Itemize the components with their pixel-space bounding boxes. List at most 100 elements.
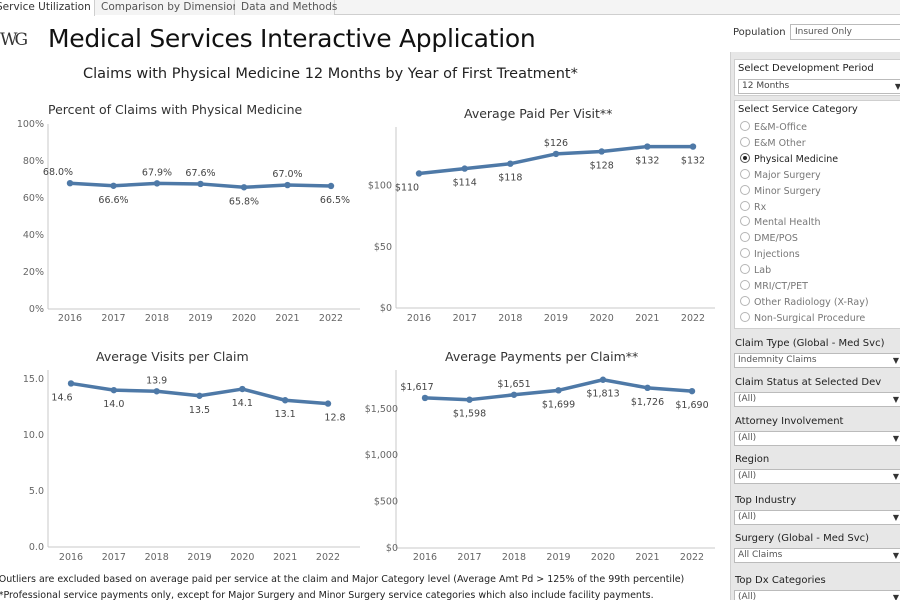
chart2-data-label: 13.9 bbox=[146, 375, 167, 386]
chart1-data-point bbox=[461, 165, 468, 172]
dev-period-label: Select Development Period bbox=[738, 63, 874, 74]
radio-option-other-radiology-x-ray[interactable]: Other Radiology (X-Ray) bbox=[740, 295, 869, 312]
chart3-data-label: $1,617 bbox=[400, 382, 433, 393]
radio-option-minor-surgery[interactable]: Minor Surgery bbox=[740, 184, 821, 201]
chart2-ytick-label: 15.0 bbox=[23, 374, 44, 385]
radio-option-dme-pos[interactable]: DME/POS bbox=[740, 232, 798, 248]
radio-label: Mental Health bbox=[754, 217, 821, 229]
chart2-xtick-label: 2018 bbox=[145, 552, 169, 563]
filter-dropdown-top-industry[interactable]: (All) ▼ bbox=[734, 510, 900, 525]
radio-option-physical-medicine[interactable]: Physical Medicine bbox=[740, 152, 839, 169]
chart1-data-point bbox=[598, 148, 605, 155]
chart0-data-point bbox=[197, 180, 204, 188]
chart2-data-point bbox=[153, 388, 160, 395]
chart2-data-point bbox=[239, 385, 246, 393]
filter-dropdown-claim-type-global-med-svc[interactable]: Indemnity Claims ▼ bbox=[734, 353, 900, 368]
chart3-data-label: $1,813 bbox=[586, 389, 619, 400]
chart0-data-label: 67.0% bbox=[272, 169, 302, 180]
chart0-ytick-label: 100% bbox=[17, 119, 44, 130]
radio-label: Other Radiology (X-Ray) bbox=[754, 296, 869, 308]
filter-label-surgery-global-med-svc: Surgery (Global - Med Svc) bbox=[735, 533, 870, 544]
chart1-data-label: $128 bbox=[590, 160, 614, 171]
radio-option-mri-ct-pet[interactable]: MRI/CT/PET bbox=[740, 280, 808, 296]
radio-label: E&M Other bbox=[754, 137, 806, 149]
filter-value: Indemnity Claims bbox=[738, 355, 817, 365]
chart0-data-point bbox=[284, 181, 291, 189]
chart2-xtick-label: 2019 bbox=[187, 552, 211, 563]
chart0-data-label: 65.8% bbox=[229, 196, 259, 207]
filter-label-attorney-involvement: Attorney Involvement bbox=[735, 416, 844, 427]
radio-option-lab[interactable]: Lab bbox=[740, 264, 771, 280]
radio-label: Non-Surgical Procedure bbox=[754, 312, 866, 324]
tab-data-and-methods[interactable]: Data and Methods bbox=[235, 0, 337, 15]
radio-label: Rx bbox=[754, 201, 767, 213]
chart2-data-point bbox=[196, 392, 203, 399]
chart3-xtick-label: 2017 bbox=[457, 552, 481, 563]
chart3-ytick-label: $1,500 bbox=[365, 404, 398, 415]
filter-dropdown-claim-status-at-selected-dev[interactable]: (All) ▼ bbox=[734, 392, 900, 407]
chart2-data-point bbox=[110, 386, 118, 394]
radio-option-major-surgery[interactable]: Major Surgery bbox=[740, 168, 821, 185]
chart2-xtick-label: 2022 bbox=[316, 552, 340, 563]
radio-option-mental-health[interactable]: Mental Health bbox=[740, 216, 820, 232]
chevron-down-icon: ▼ bbox=[892, 472, 899, 481]
chart3-xtick-label: 2018 bbox=[502, 552, 526, 563]
radio-option-injections[interactable]: Injections bbox=[740, 248, 800, 264]
filter-label-top-dx-categories: Top Dx Categories bbox=[735, 575, 826, 586]
radio-label: Physical Medicine bbox=[754, 153, 839, 165]
filter-dropdown-attorney-involvement[interactable]: (All) ▼ bbox=[734, 431, 900, 446]
chart1-ytick-label: $100 bbox=[368, 181, 392, 192]
chart1-data-label: $132 bbox=[681, 156, 705, 167]
filter-dropdown-region[interactable]: (All) ▼ bbox=[734, 469, 900, 484]
chevron-down-icon: ▼ bbox=[894, 82, 900, 91]
filter-dropdown-top-dx-categories[interactable]: (All) ▼ bbox=[734, 590, 900, 600]
chart3-data-label: $1,651 bbox=[497, 379, 530, 390]
radio-option-rx[interactable]: Rx bbox=[740, 200, 767, 217]
chart3-ytick-label: $0 bbox=[386, 543, 398, 554]
chart3-data-point bbox=[510, 391, 518, 398]
chevron-down-icon: ▼ bbox=[892, 356, 899, 365]
chart0-data-point bbox=[327, 182, 335, 190]
chart3-data-point bbox=[555, 387, 562, 394]
chart1-data-label: $126 bbox=[544, 138, 568, 149]
tab-service-utilization[interactable]: Service Utilization bbox=[0, 0, 95, 16]
radio-option-e-m-office[interactable]: E&M-Office bbox=[740, 121, 807, 137]
tab-bar: Service Utilization Comparison by Dimens… bbox=[0, 0, 900, 16]
chart3-xtick-label: 2019 bbox=[546, 552, 570, 563]
service-category-label: Select Service Category bbox=[738, 104, 858, 115]
page-title: Medical Services Interactive Application bbox=[48, 24, 536, 53]
filter-dropdown-surgery-global-med-svc[interactable]: All Claims ▼ bbox=[734, 548, 900, 563]
chart1-xtick-label: 2020 bbox=[590, 313, 614, 324]
footnote-outliers: *Outliers are excluded based on average … bbox=[0, 574, 685, 585]
chart1-data-label: $110 bbox=[395, 182, 419, 193]
tab-comparison-by-dimension[interactable]: Comparison by Dimension bbox=[95, 0, 239, 15]
chart3-data-point bbox=[599, 376, 607, 383]
radio-icon bbox=[740, 136, 750, 147]
chart1-data-label: $114 bbox=[453, 178, 477, 189]
filter-value: (All) bbox=[738, 394, 757, 404]
chart0-data-point bbox=[66, 180, 74, 187]
radio-label: MRI/CT/PET bbox=[754, 281, 808, 292]
dev-period-dropdown[interactable]: 12 Months ▼ bbox=[738, 79, 900, 94]
radio-icon bbox=[740, 216, 750, 227]
dev-period-value: 12 Months bbox=[742, 81, 790, 91]
chart1-xtick-label: 2021 bbox=[635, 313, 659, 324]
chart1-xtick-label: 2016 bbox=[407, 313, 431, 324]
radio-icon bbox=[740, 295, 750, 306]
radio-label: DME/POS bbox=[754, 233, 798, 245]
chart2-ytick-label: 10.0 bbox=[23, 430, 44, 441]
radio-label: E&M-Office bbox=[754, 122, 808, 133]
chart-title-payments-per-claim: Average Payments per Claim** bbox=[445, 349, 639, 364]
population-dropdown[interactable]: Insured Only bbox=[790, 24, 900, 40]
chart2-data-label: 14.6 bbox=[51, 392, 72, 403]
chart2-data-label: 14.0 bbox=[103, 399, 124, 410]
filter-label-top-industry: Top Industry bbox=[735, 495, 797, 506]
chevron-down-icon: ▼ bbox=[892, 395, 899, 404]
radio-option-non-surgical-procedure[interactable]: Non-Surgical Procedure bbox=[740, 311, 866, 328]
radio-option-e-m-other[interactable]: E&M Other bbox=[740, 136, 806, 153]
chart3-data-point bbox=[421, 394, 429, 402]
chart0-data-point bbox=[110, 182, 117, 189]
chevron-down-icon: ▼ bbox=[892, 551, 899, 560]
chart1-data-label: $118 bbox=[498, 173, 522, 184]
